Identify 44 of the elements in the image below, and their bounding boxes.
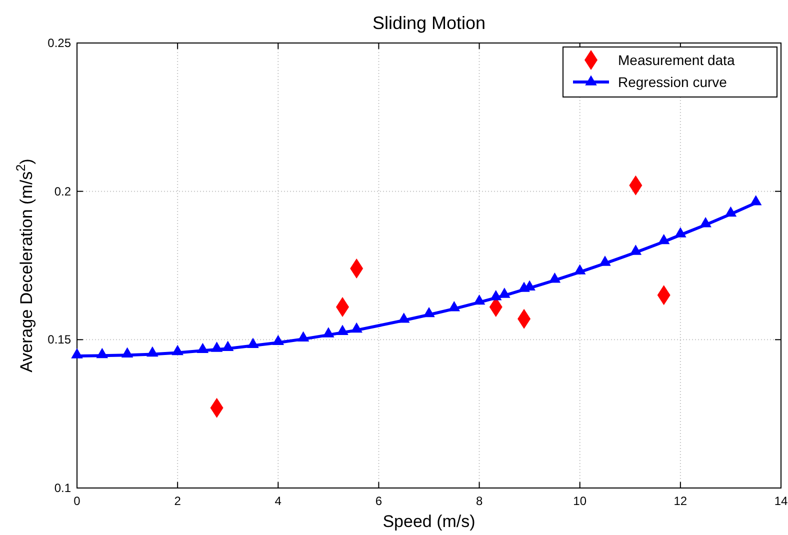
point (322, 327, 334, 338)
point (272, 334, 284, 346)
point (247, 338, 259, 348)
point (548, 272, 561, 283)
point (336, 324, 348, 335)
y-tick-label: 0.1 (54, 481, 72, 495)
point (700, 217, 712, 228)
point (630, 244, 642, 255)
point (398, 312, 410, 323)
point (423, 306, 435, 318)
point (350, 322, 362, 333)
point (196, 342, 209, 354)
point (96, 348, 108, 358)
point (210, 342, 223, 352)
x-tick-label: 6 (375, 494, 382, 508)
y-tick-label: 0.15 (48, 332, 72, 347)
x-tick-label: 14 (774, 494, 788, 508)
chart-title: Sliding Motion (372, 13, 486, 33)
x-tick-label: 2 (174, 494, 182, 508)
x-axis-title: Speed (m/s) (382, 512, 476, 531)
y-tick-label: 0.25 (48, 36, 72, 50)
x-tick-label: 10 (573, 494, 587, 508)
point (658, 234, 670, 244)
point (674, 227, 686, 238)
point (146, 346, 158, 357)
point (574, 264, 586, 274)
point (71, 348, 83, 358)
point (750, 195, 762, 206)
point (172, 344, 184, 356)
point (121, 347, 134, 358)
legend-label: Measurement data (618, 52, 735, 68)
point (448, 301, 460, 312)
point (498, 288, 510, 298)
point (724, 206, 737, 217)
point (222, 340, 234, 351)
x-tick-label: 4 (274, 494, 282, 508)
x-tick-label: 12 (674, 494, 688, 508)
y-tick-label: 0.2 (54, 184, 72, 198)
point (297, 331, 310, 342)
x-tick-label: 8 (476, 494, 483, 508)
point (599, 256, 611, 266)
point (473, 294, 486, 305)
legend-label: Regression curve (618, 74, 728, 90)
x-tick-label: 0 (74, 494, 81, 508)
